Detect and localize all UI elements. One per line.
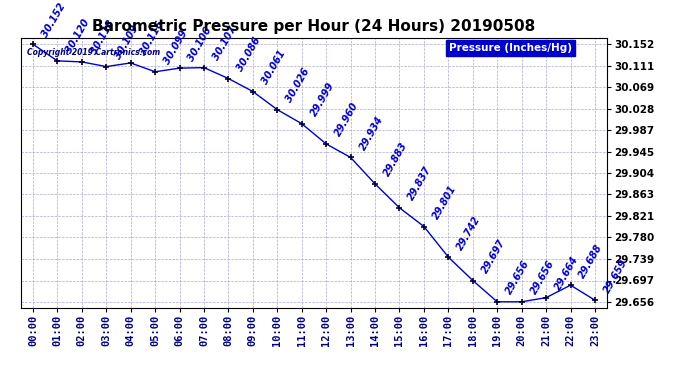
- Text: 30.118: 30.118: [89, 19, 116, 56]
- Text: 30.107: 30.107: [211, 25, 238, 62]
- Text: 30.099: 30.099: [162, 29, 190, 66]
- Text: 29.656: 29.656: [504, 259, 531, 296]
- Text: 29.742: 29.742: [455, 214, 483, 252]
- Title: Barometric Pressure per Hour (24 Hours) 20190508: Barometric Pressure per Hour (24 Hours) …: [92, 18, 535, 33]
- Text: 29.883: 29.883: [382, 141, 409, 178]
- Text: 29.999: 29.999: [308, 81, 336, 118]
- Text: 29.801: 29.801: [431, 183, 458, 221]
- Text: 29.659: 29.659: [602, 257, 629, 295]
- Text: 30.086: 30.086: [235, 36, 263, 73]
- Text: 29.960: 29.960: [333, 101, 360, 138]
- Text: Pressure (Inches/Hg): Pressure (Inches/Hg): [448, 43, 572, 53]
- Text: 29.697: 29.697: [480, 237, 507, 275]
- Text: 29.934: 29.934: [357, 114, 385, 152]
- Text: 29.837: 29.837: [406, 165, 434, 202]
- Text: Copyright 2019 Cartronics.com: Copyright 2019 Cartronics.com: [26, 48, 160, 57]
- Text: 30.152: 30.152: [40, 1, 67, 39]
- Text: 30.116: 30.116: [137, 20, 165, 57]
- Text: 30.026: 30.026: [284, 67, 312, 104]
- Text: 30.061: 30.061: [260, 48, 287, 86]
- Text: 30.106: 30.106: [186, 25, 214, 63]
- Text: 30.120: 30.120: [64, 18, 92, 55]
- Text: 30.109: 30.109: [113, 24, 141, 61]
- Text: 29.656: 29.656: [529, 259, 556, 296]
- Text: 29.688: 29.688: [578, 242, 605, 280]
- Text: 29.664: 29.664: [553, 255, 580, 292]
